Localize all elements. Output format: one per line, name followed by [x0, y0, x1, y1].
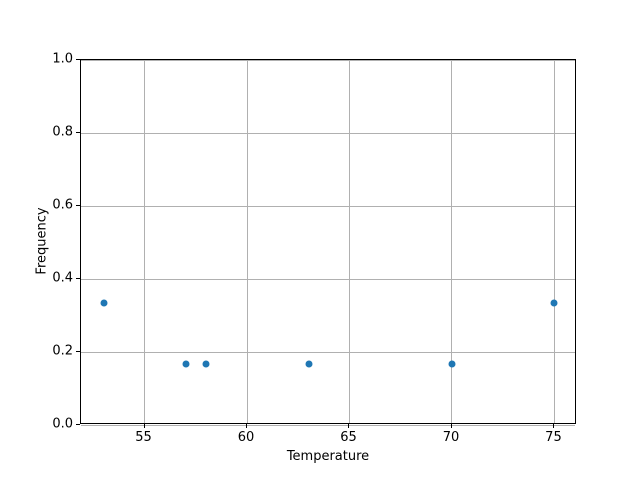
- x-tick-label: 75: [545, 430, 562, 445]
- y-gridline: [81, 351, 575, 353]
- data-point: [448, 360, 456, 368]
- data-point: [202, 360, 210, 368]
- y-tick-mark: [76, 351, 80, 352]
- y-tick-label: 0.6: [52, 197, 73, 213]
- y-tick-mark: [76, 59, 80, 60]
- x-gridline: [451, 60, 453, 423]
- y-tick-mark: [76, 132, 80, 133]
- plot-area: [80, 59, 576, 426]
- y-tick-label: 0.0: [52, 416, 73, 432]
- x-tick-label: 65: [340, 430, 357, 445]
- y-tick-label: 0.4: [52, 270, 73, 286]
- x-axis-label: Temperature: [286, 449, 370, 464]
- x-gridline: [348, 60, 350, 423]
- y-gridline: [81, 424, 575, 426]
- data-point: [550, 299, 558, 307]
- x-tick-mark: [143, 424, 145, 428]
- x-gridline: [553, 60, 555, 423]
- y-gridline: [81, 205, 575, 207]
- data-point: [100, 299, 108, 307]
- y-tick-label: 0.8: [52, 124, 73, 140]
- x-tick-mark: [553, 424, 555, 428]
- x-tick-label: 55: [135, 430, 152, 445]
- x-tick-label: 70: [442, 430, 460, 445]
- x-gridline: [246, 60, 248, 423]
- y-gridline: [81, 59, 575, 61]
- data-point: [182, 360, 190, 368]
- data-point: [305, 360, 312, 368]
- y-tick-label: 1.0: [52, 51, 73, 67]
- x-tick-mark: [348, 424, 350, 428]
- x-gridline: [144, 60, 146, 423]
- y-gridline: [81, 132, 575, 134]
- y-tick-mark: [76, 278, 80, 279]
- y-tick-mark: [76, 205, 80, 206]
- x-tick-label: 60: [237, 430, 255, 445]
- x-tick-mark: [450, 424, 452, 428]
- x-tick-mark: [246, 424, 248, 428]
- y-gridline: [81, 278, 575, 280]
- y-tick-mark: [76, 424, 80, 425]
- y-axis-label: Frequency: [34, 207, 50, 275]
- y-tick-label: 0.2: [52, 343, 73, 359]
